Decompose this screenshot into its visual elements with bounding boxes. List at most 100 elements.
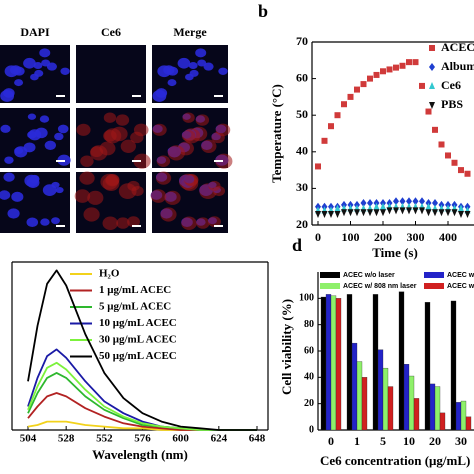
- nucleus: [218, 67, 228, 75]
- scale-bar: [56, 95, 65, 97]
- marker: [432, 209, 438, 217]
- scale-bar: [56, 160, 65, 162]
- bar: [465, 416, 472, 431]
- nucleus: [3, 172, 15, 182]
- marker: [419, 207, 425, 215]
- bar: [325, 294, 332, 431]
- bar: [356, 361, 363, 431]
- nucleus: [197, 59, 207, 67]
- x-tick-label: 400: [439, 230, 457, 244]
- marker: [432, 199, 438, 208]
- marker: [464, 211, 471, 219]
- nucleus: [23, 57, 36, 69]
- scale-bar: [56, 225, 65, 227]
- marker: [412, 197, 419, 206]
- x-tick-label: 10: [403, 434, 415, 448]
- y-tick-label: 20: [296, 217, 308, 231]
- nucleus: [0, 124, 11, 133]
- legend-label: H₂O: [99, 268, 120, 280]
- ce6-signal: [152, 123, 167, 136]
- nucleus: [44, 140, 57, 150]
- marker: [334, 211, 341, 219]
- legend-marker: [429, 102, 435, 109]
- marker: [425, 202, 432, 210]
- ce6-signal: [156, 155, 171, 167]
- ce6-signal: [208, 216, 221, 228]
- ce6-signal: [102, 216, 119, 230]
- marker: [341, 209, 347, 217]
- bar: [434, 386, 441, 431]
- marker: [406, 59, 412, 66]
- marker: [393, 207, 399, 215]
- legend-swatch: [320, 283, 340, 289]
- y-tick-label: 100: [299, 293, 314, 304]
- nucleus: [0, 90, 15, 102]
- marker: [386, 66, 393, 73]
- nucleus: [26, 217, 39, 227]
- ce6-signal: [181, 216, 197, 230]
- bar: [335, 298, 342, 431]
- y-tick-label: 20: [304, 398, 314, 409]
- chart-panel: b 20 30 40 50 60 70 0 100 200 300 400 Time (s) Temper…: [258, 1, 474, 260]
- x-tick-label: 552: [96, 433, 113, 445]
- bar: [382, 367, 389, 431]
- ce6-signal: [133, 153, 151, 169]
- ce6-signal: [127, 180, 140, 192]
- x-tick-label: 5: [380, 434, 386, 448]
- marker: [412, 59, 419, 66]
- y-tick-label: 40: [296, 144, 308, 158]
- marker: [354, 86, 360, 93]
- marker: [360, 199, 367, 208]
- x-tick-label: 30: [455, 434, 467, 448]
- x-tick-label: 528: [58, 433, 75, 445]
- marker: [328, 123, 334, 130]
- ce6-signal: [127, 216, 140, 228]
- marker: [367, 199, 373, 208]
- ce6-signal: [87, 190, 104, 205]
- marker: [451, 159, 458, 166]
- chart-panel: 504 528 552 576 600 624 648 Wavelength (nm) H₂O 1…: [11, 261, 269, 462]
- x-axis-label: Ce6 concentration (μg/mL): [320, 453, 470, 468]
- ce6-signal: [208, 180, 221, 192]
- scale-bar: [132, 225, 141, 227]
- x-tick-label: 600: [172, 433, 189, 445]
- marker: [315, 163, 321, 170]
- scale-bar: [132, 95, 141, 97]
- marker: [419, 197, 425, 206]
- x-tick-label: 648: [249, 433, 266, 445]
- marker: [373, 71, 380, 78]
- marker: [373, 209, 380, 217]
- marker: [315, 211, 321, 219]
- bar: [429, 383, 436, 431]
- marker: [445, 209, 451, 217]
- y-tick-label: 60: [296, 70, 308, 84]
- bar: [450, 300, 457, 431]
- nucleus: [60, 67, 70, 75]
- marker: [321, 211, 328, 219]
- marker: [386, 207, 393, 215]
- scale-bar: [214, 225, 223, 227]
- y-tick-label: 40: [304, 372, 314, 383]
- ce6-signal: [215, 123, 231, 137]
- ce6-signal: [160, 207, 177, 222]
- y-tick-label: 60: [304, 345, 314, 356]
- marker: [321, 137, 328, 144]
- marker: [406, 207, 412, 215]
- marker: [367, 209, 373, 217]
- ce6-signal: [133, 123, 149, 137]
- nucleus: [40, 218, 50, 226]
- bar: [372, 294, 379, 431]
- spectrum-line: [27, 269, 257, 431]
- panel-label: d: [292, 235, 302, 255]
- nucleus: [11, 191, 24, 202]
- bar: [408, 375, 415, 431]
- marker: [328, 211, 334, 219]
- marker: [354, 209, 360, 217]
- x-tick-label: 576: [134, 433, 151, 445]
- nucleus: [27, 113, 37, 120]
- nucleus: [46, 62, 57, 71]
- legend-label: ACEC: [441, 40, 474, 54]
- marker: [412, 207, 419, 215]
- ce6-signal: [115, 114, 130, 126]
- marker: [360, 81, 367, 88]
